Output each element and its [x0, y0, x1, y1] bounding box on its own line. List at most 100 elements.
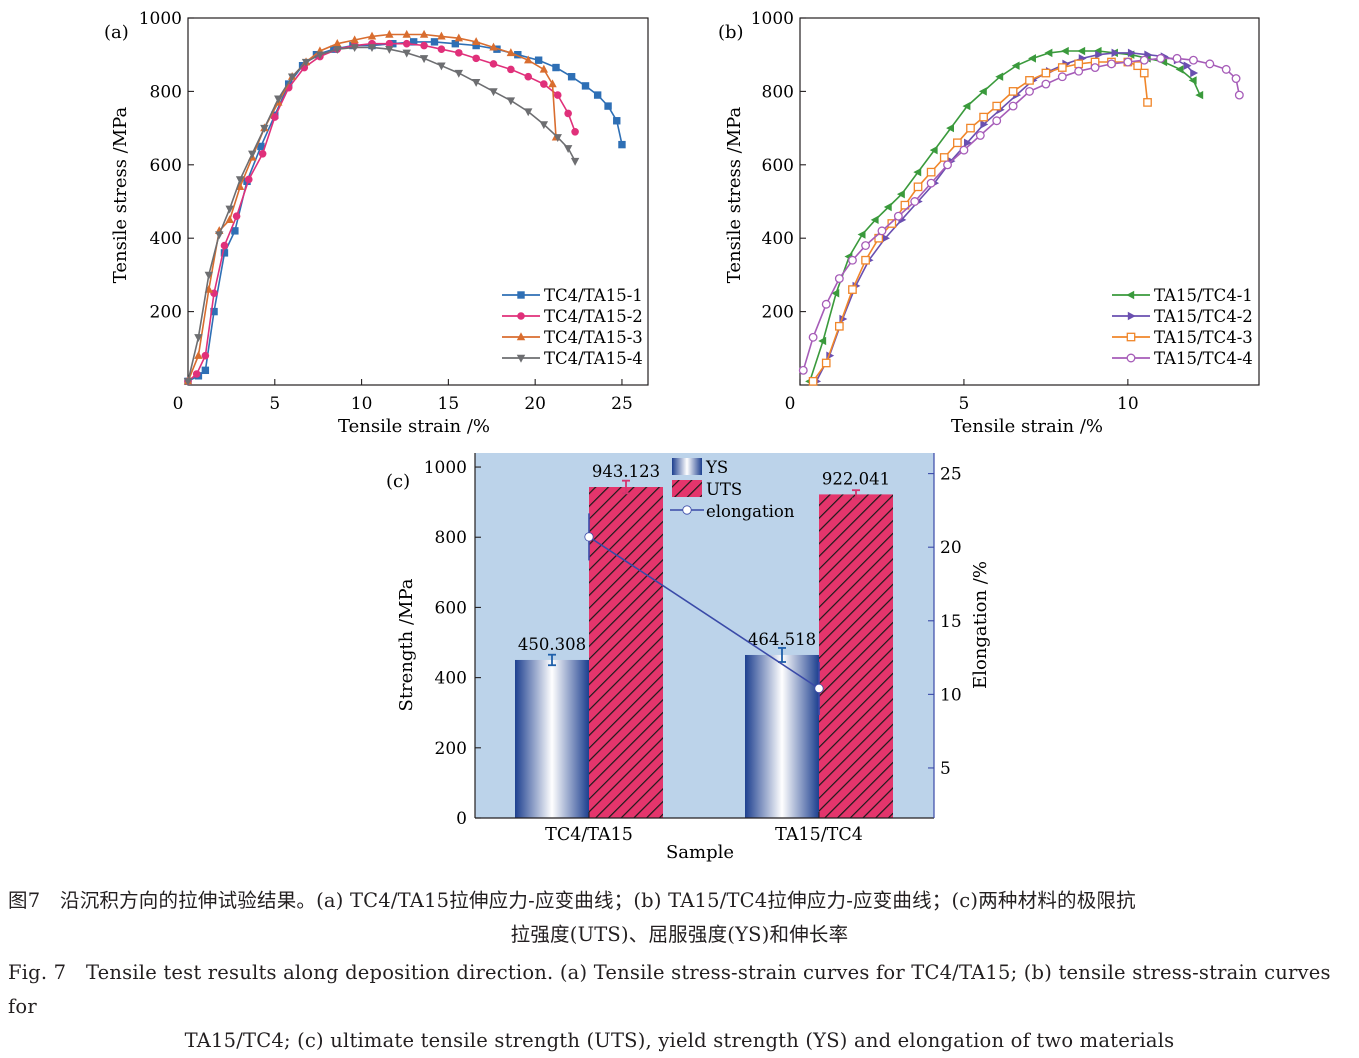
- data-point: [430, 38, 439, 46]
- legend-label: TC4/TA15-3: [544, 328, 643, 347]
- x-axis-title-c: Sample: [666, 842, 734, 863]
- data-point: [248, 150, 257, 159]
- x-ticks-b: 0 5 10: [785, 379, 1139, 414]
- data-point: [232, 212, 241, 220]
- data-point: [1188, 76, 1197, 85]
- data-point: [287, 73, 297, 82]
- legend-marker: [516, 354, 526, 363]
- data-point: [992, 101, 1002, 111]
- y-tick-label: 400: [150, 229, 182, 249]
- data-point: [798, 365, 808, 375]
- legend-label: YS: [705, 458, 728, 477]
- data-point: [995, 72, 1004, 81]
- y-tick-label: 800: [762, 82, 794, 102]
- data-point: [274, 95, 283, 104]
- legend-swatch-uts: [672, 480, 702, 497]
- data-point: [613, 117, 621, 125]
- data-point: [1139, 68, 1149, 78]
- data-point: [943, 160, 952, 170]
- caption-zh: 图7 沿沉积方向的拉伸试验结果。(a) TC4/TA15拉伸应力-应变曲线；(b…: [8, 884, 1351, 952]
- uts-bar: [589, 487, 663, 818]
- elongation-point: [814, 683, 824, 694]
- data-point: [581, 82, 590, 90]
- data-point: [402, 39, 411, 48]
- data-point: [834, 274, 844, 284]
- data-point: [350, 35, 359, 44]
- x-tick-label: 10: [1117, 394, 1139, 414]
- data-point: [1159, 57, 1168, 67]
- data-point: [258, 149, 267, 158]
- data-point: [235, 176, 245, 185]
- data-point: [506, 97, 516, 106]
- data-point: [1025, 76, 1034, 85]
- series-line: [187, 42, 576, 382]
- y2-tick-label: 10: [940, 685, 962, 705]
- data-point: [831, 289, 840, 298]
- data-point: [861, 255, 870, 265]
- y-tick-label: 800: [150, 82, 182, 102]
- data-point: [409, 38, 418, 46]
- panel-a: (a) Tensile strain /% Tensile stress /MP…: [104, 9, 649, 437]
- y-tick-label: 800: [435, 528, 467, 548]
- x-tick-label: 15: [438, 394, 460, 414]
- data-point: [507, 65, 515, 74]
- data-point: [183, 378, 193, 387]
- data-point: [454, 33, 463, 42]
- data-point: [1156, 53, 1166, 63]
- data-point: [553, 91, 562, 99]
- caption-en-line1: Fig. 7 Tensile test results along deposi…: [8, 961, 1331, 1018]
- data-point: [570, 157, 580, 166]
- data-point: [210, 307, 218, 316]
- data-point: [966, 123, 975, 133]
- data-point: [1139, 55, 1149, 65]
- data-point: [437, 45, 446, 53]
- data-point: [1090, 63, 1100, 72]
- data-point: [1025, 86, 1034, 96]
- data-point: [471, 79, 481, 87]
- y-tick-label: 200: [150, 303, 182, 323]
- data-point: [1028, 54, 1036, 63]
- value-label: 922.041: [822, 469, 890, 488]
- data-point: [333, 38, 342, 47]
- data-point: [992, 116, 1002, 126]
- data-point: [882, 234, 890, 243]
- legend-label: TA15/TC4-3: [1154, 328, 1253, 347]
- data-point: [514, 51, 522, 59]
- data-point: [593, 91, 602, 99]
- x-ticks-a: 0 5 10 15 20 25: [173, 379, 633, 414]
- panel-label-a: (a): [104, 22, 129, 43]
- data-point: [451, 39, 460, 48]
- data-point: [946, 123, 955, 133]
- data-point: [385, 29, 394, 38]
- y2-tick-label: 25: [940, 465, 962, 485]
- data-point: [367, 44, 377, 53]
- panel-c: (c) Sample Strength /MPa Elongation /% 4…: [386, 453, 991, 863]
- figure: (a) Tensile strain /% Tensile stress /MP…: [104, 9, 1260, 863]
- data-point: [489, 88, 498, 97]
- y-tick-label: 600: [762, 156, 794, 176]
- data-point: [301, 58, 311, 67]
- data-point: [471, 37, 481, 46]
- data-point: [270, 113, 279, 121]
- series-group-a: [183, 29, 626, 387]
- data-point: [1041, 79, 1051, 89]
- data-point: [861, 241, 871, 250]
- legend-label: TA15/TC4-4: [1154, 349, 1253, 368]
- value-label: 943.123: [592, 462, 660, 481]
- data-point: [437, 31, 446, 40]
- legend-label: elongation: [706, 502, 795, 521]
- data-point: [564, 109, 572, 118]
- legend-marker: [517, 312, 525, 320]
- x-tick-label: 20: [524, 394, 546, 414]
- legend-swatch-ys: [672, 458, 702, 475]
- x-tick-label: TC4/TA15: [545, 825, 633, 845]
- data-point: [808, 332, 818, 342]
- y-ticks-b: 200 400 600 800 1000: [751, 9, 806, 323]
- y-tick-label: 600: [150, 156, 182, 176]
- caption-zh-line2: 拉强度(UTS)、屈服强度(YS)和伸长率: [510, 923, 849, 946]
- data-point: [548, 79, 557, 88]
- x-tick-label: 5: [959, 394, 970, 414]
- series-a-4: [183, 44, 580, 387]
- y2-axis-title-c: Elongation /%: [970, 561, 991, 689]
- data-point: [472, 54, 480, 63]
